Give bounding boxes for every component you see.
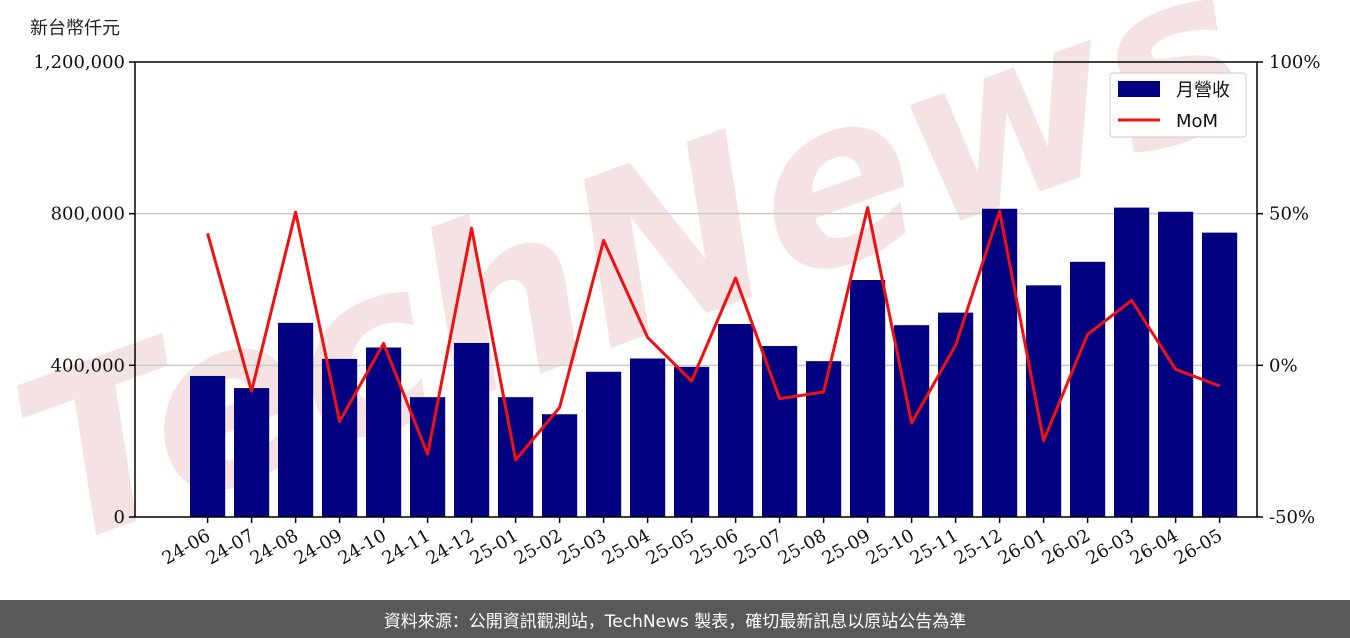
x-tick-label: 26-05 [1171,525,1226,569]
mom-line-layer [206,206,1221,462]
y-tick-label: 800,000 [51,204,125,225]
x-tick-label: 25-09 [819,525,874,569]
x-tick-label: 25-01 [467,525,522,569]
x-tick-label: 26-02 [1039,525,1094,569]
x-tick-label: 25-10 [863,525,918,569]
x-tick-label: 24-11 [379,525,434,569]
x-tick-label: 24-10 [335,525,390,569]
bars [190,207,1238,518]
x-tick-label: 25-12 [951,525,1006,569]
y-tick-label: 1,200,000 [33,52,125,73]
x-tick-label: 25-02 [511,525,566,569]
mom-line [206,206,1221,462]
y-tick-label: 400,000 [51,355,125,376]
legend-swatch-bar [1118,81,1160,97]
bar-26-01 [1026,285,1062,517]
x-tick-label: 24-12 [423,525,478,569]
bar-26-05 [1202,232,1238,517]
legend-label-mom: MoM [1176,111,1218,132]
x-tick-label: 24-09 [291,525,346,569]
bar-24-09 [322,358,358,517]
x-tick-label: 25-07 [731,525,786,569]
x-tick-label: 26-04 [1127,525,1182,569]
plot-frame [134,61,1258,518]
footer-text: 資料來源：公開資訊觀測站，TechNews 製表，確切最新訊息以原站公告為準 [383,611,967,632]
y-axis-unit-label: 新台幣仟元 [30,18,120,39]
bar-24-07 [234,388,270,517]
bar-25-02 [542,414,578,517]
revenue-chart: TechNews 0400,000800,0001,200,000-50%0%5… [0,0,1320,600]
source-footer: 資料來源：公開資訊觀測站，TechNews 製表，確切最新訊息以原站公告為準 [0,600,1350,638]
y2-tick-label: 50% [1269,204,1309,225]
bar-25-06 [718,324,754,517]
x-tick-label: 25-03 [555,525,610,569]
x-tick-label: 25-08 [775,525,830,569]
bar-25-09 [850,280,886,517]
y2-tick-label: -50% [1269,507,1315,528]
bar-24-12 [454,342,490,517]
x-tick-label: 26-03 [1083,525,1138,569]
bar-25-08 [806,361,842,517]
legend-label-revenue: 月營收 [1176,80,1230,101]
bar-26-04 [1158,211,1194,518]
y2-tick-label: 100% [1269,52,1320,73]
y2-tick-label: 0% [1269,355,1298,376]
bar-24-06 [190,375,226,517]
bar-25-12 [982,208,1018,518]
x-tick-label: 25-11 [907,525,962,569]
bar-26-02 [1070,261,1106,517]
x-tick-label: 26-01 [995,525,1050,569]
legend: 月營收 MoM [1109,72,1247,138]
bar-25-04 [630,358,666,517]
y-tick-label: 0 [114,507,125,528]
bar-24-11 [410,397,446,517]
bar-25-05 [674,366,710,517]
bar-26-03 [1114,207,1150,517]
x-tick-label: 25-05 [643,525,698,569]
bar-25-07 [762,345,798,517]
bar-25-03 [586,371,622,517]
x-tick-label: 25-04 [599,525,654,569]
bar-24-08 [278,322,314,517]
x-tick-label: 25-06 [687,525,742,569]
